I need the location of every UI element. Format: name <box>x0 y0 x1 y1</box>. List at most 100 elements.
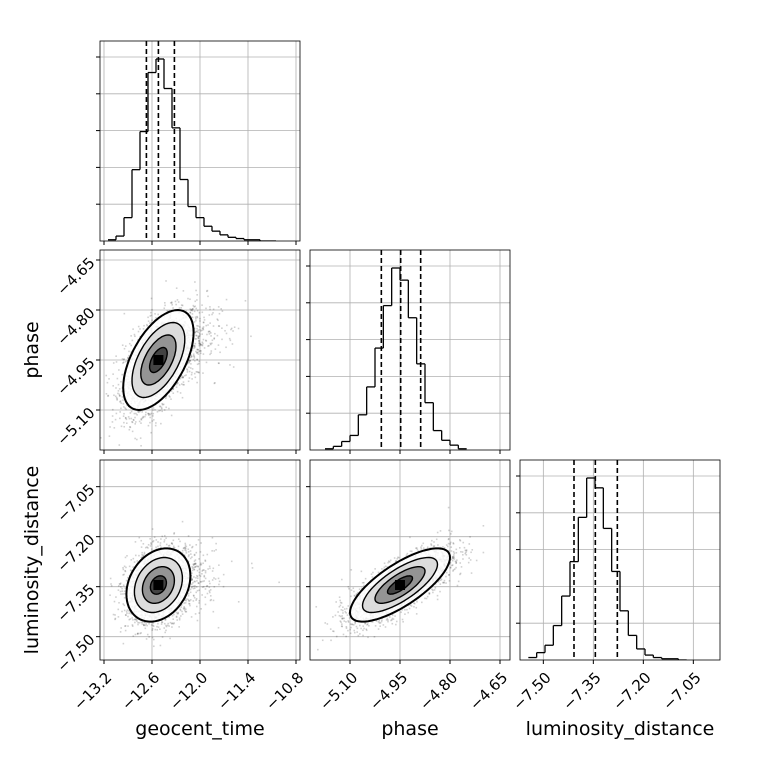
sample-point <box>199 575 202 577</box>
sample-point <box>211 550 213 552</box>
sample-point <box>126 609 129 611</box>
sample-point <box>186 362 189 365</box>
sample-point <box>123 425 126 428</box>
sample-point <box>206 553 209 556</box>
sample-point <box>197 351 199 354</box>
sample-point <box>231 343 234 345</box>
sample-point <box>133 412 136 415</box>
sample-point <box>195 599 197 601</box>
sample-point <box>192 581 194 584</box>
sample-point <box>189 298 191 301</box>
sample-point <box>198 340 200 342</box>
sample-point <box>212 308 215 311</box>
sample-point <box>185 608 187 610</box>
sample-point <box>134 416 136 419</box>
sample-point <box>152 624 154 627</box>
sample-point <box>137 632 139 635</box>
sample-point <box>124 569 126 572</box>
sample-point <box>124 416 127 419</box>
sample-point <box>196 316 199 319</box>
sample-point <box>178 307 181 309</box>
sample-point <box>134 423 137 425</box>
sample-point <box>196 577 199 580</box>
sample-point <box>222 585 225 588</box>
sample-point <box>118 388 121 390</box>
sample-point <box>190 577 193 580</box>
sample-point <box>145 623 147 625</box>
sample-point <box>198 599 201 602</box>
sample-point <box>179 392 182 394</box>
sample-point <box>181 613 184 615</box>
sample-point <box>112 362 115 364</box>
sample-point <box>208 333 211 335</box>
sample-point <box>163 302 166 304</box>
sample-point <box>193 327 196 330</box>
sample-point <box>172 307 174 309</box>
sample-point <box>161 402 163 405</box>
sample-point <box>184 546 187 548</box>
sample-point <box>112 373 114 375</box>
sample-point <box>134 618 137 621</box>
sample-point <box>141 551 143 554</box>
sample-point <box>154 409 156 411</box>
sample-point <box>197 329 200 331</box>
sample-point <box>119 411 121 413</box>
sample-point <box>122 574 124 576</box>
sample-point <box>226 324 228 327</box>
sample-point <box>154 628 157 631</box>
sample-point <box>201 304 203 306</box>
sample-point <box>195 591 198 594</box>
sample-point <box>166 309 169 312</box>
sample-point <box>120 425 123 428</box>
sample-point <box>194 563 197 565</box>
sample-point <box>172 387 175 390</box>
sample-point <box>134 335 136 338</box>
sample-point <box>139 410 142 413</box>
sample-point <box>160 422 162 425</box>
sample-point <box>142 416 145 419</box>
sample-point <box>233 326 236 329</box>
sample-point <box>203 580 205 582</box>
sample-point <box>194 562 197 565</box>
sample-point <box>202 353 205 355</box>
sample-point <box>175 616 178 618</box>
sample-point <box>237 327 240 330</box>
grid-0-0 <box>103 41 297 245</box>
sample-point <box>193 372 196 375</box>
sample-point <box>213 338 215 340</box>
sample-point <box>189 359 191 362</box>
sample-point <box>189 588 192 591</box>
sample-point <box>206 290 208 293</box>
sample-point <box>202 328 205 331</box>
sample-point <box>195 586 198 588</box>
sample-point <box>189 359 192 362</box>
sample-point <box>188 589 190 592</box>
sample-point <box>152 540 155 542</box>
sample-point <box>157 313 159 316</box>
sample-point <box>192 304 195 307</box>
sample-point <box>134 421 137 423</box>
sample-point <box>193 595 195 597</box>
sample-point <box>150 412 152 415</box>
sample-point <box>114 418 117 421</box>
sample-point <box>198 589 200 592</box>
sample-point <box>137 410 139 413</box>
sample-point <box>201 586 204 588</box>
sample-point <box>190 553 192 555</box>
sample-point <box>198 340 200 343</box>
sample-point <box>196 575 199 578</box>
sample-point <box>217 325 220 327</box>
sample-point <box>209 353 211 356</box>
sample-point <box>228 337 231 340</box>
sample-point <box>201 344 204 347</box>
sample-point <box>149 545 152 547</box>
sample-point <box>221 327 223 329</box>
sample-point <box>217 626 220 629</box>
sample-point <box>237 600 240 603</box>
sample-point <box>118 394 121 397</box>
sample-point <box>152 412 155 415</box>
sample-point <box>194 566 196 568</box>
sample-point <box>126 404 128 407</box>
sample-point <box>184 549 186 551</box>
sample-point <box>109 426 111 428</box>
